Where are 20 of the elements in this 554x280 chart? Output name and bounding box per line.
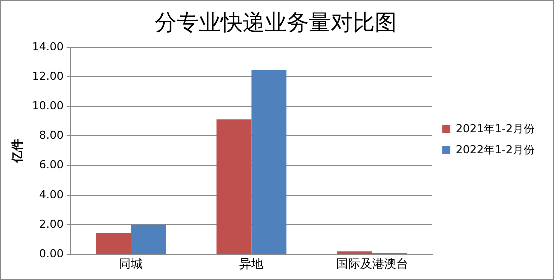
x-tick-label: 异地 <box>240 256 264 271</box>
legend-label: 2021年1-2月份 <box>456 122 536 136</box>
chart-title: 分专业快递业务量对比图 <box>155 10 397 36</box>
y-tick-label: 10.00 <box>32 99 64 112</box>
bar <box>337 252 372 254</box>
bar <box>252 70 287 254</box>
y-tick-label: 12.00 <box>32 70 64 83</box>
bar <box>216 120 252 254</box>
x-tick-label: 同城 <box>119 256 144 271</box>
y-tick-label: 2.00 <box>39 218 64 231</box>
y-tick-label: 4.00 <box>39 188 64 202</box>
y-tick-label: 8.00 <box>39 129 64 142</box>
legend-label: 2022年1-2月份 <box>456 143 536 156</box>
y-tick-label: 14.00 <box>32 40 64 54</box>
x-tick-label: 国际及港澳台 <box>336 256 408 271</box>
y-tick-label: 6.00 <box>39 158 64 172</box>
bar <box>96 233 132 254</box>
y-axis-title: 亿件 <box>10 139 24 164</box>
bar <box>131 224 166 254</box>
y-tick-label: 0.00 <box>39 247 64 260</box>
